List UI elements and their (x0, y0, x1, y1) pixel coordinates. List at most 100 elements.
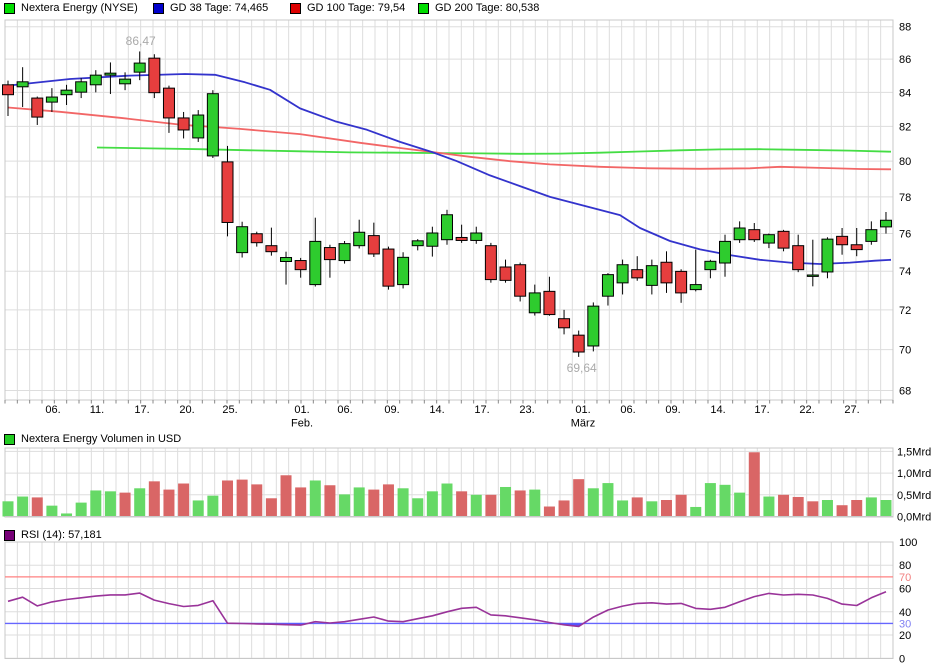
candle (616, 259, 629, 295)
rsi-plot (5, 576, 893, 628)
candle (660, 251, 673, 293)
candle (2, 80, 14, 117)
volume-bar (236, 479, 248, 517)
rsi-legend-swatch (4, 529, 15, 541)
candle (323, 244, 336, 278)
price-legend: Nextera Energy (NYSE) GD 38 Tage: 74,465… (0, 2, 940, 15)
svg-text:88: 88 (899, 22, 911, 34)
volume-bar (178, 483, 190, 517)
volume-bar (75, 502, 87, 517)
x-axis: 06. 11. 17. 20. 25. 01. Feb. 06. 09. 14. 17. 23. 01.… (4, 400, 894, 430)
volume-bar (734, 492, 746, 517)
svg-text:27.: 27. (844, 404, 859, 416)
volume-bar (17, 496, 29, 517)
panel-grids (4, 20, 894, 659)
candle (16, 67, 29, 108)
volume-bar (163, 489, 175, 517)
volume-bar (529, 489, 541, 517)
candle (879, 212, 892, 234)
volume-bar (748, 452, 760, 517)
svg-text:80: 80 (899, 156, 911, 168)
candle (484, 242, 497, 283)
legend-item-gd100: GD 100 Tage: 79,54 (290, 2, 405, 14)
ma-line-gd-38-tage (7, 73, 892, 265)
volume-bar (119, 492, 131, 517)
volume-bar (368, 489, 380, 517)
svg-text:0,0Mrd: 0,0Mrd (897, 512, 931, 524)
svg-text:20.: 20. (179, 404, 194, 416)
volume-bar (104, 491, 116, 517)
volume-bar (617, 500, 629, 517)
svg-text:17.: 17. (474, 404, 489, 416)
volume-bar (514, 490, 526, 517)
rsi-legend: RSI (14): 57,181 (0, 529, 940, 542)
volume-bar (836, 505, 848, 517)
low-annotation: 69,64 (566, 360, 597, 375)
candle (119, 72, 132, 91)
volume-bar (500, 486, 512, 517)
candle (514, 262, 527, 302)
candle (89, 70, 102, 93)
candle (675, 269, 688, 303)
candle (192, 110, 205, 142)
candle (704, 259, 717, 279)
svg-text:68: 68 (899, 386, 911, 398)
candle (353, 219, 366, 249)
volume-bar (295, 487, 307, 517)
gd38-legend-label: GD 38 Tage: 74,465 (170, 2, 269, 14)
legend-item-rsi: RSI (14): 57,181 (4, 529, 102, 541)
volume-bar (851, 500, 863, 517)
volume-bar (470, 494, 482, 517)
candle (499, 259, 512, 283)
candle (719, 234, 732, 277)
volume-bar (690, 506, 702, 517)
volume-bar (558, 500, 570, 517)
volume-bar (660, 500, 672, 517)
rsi-legend-label: RSI (14): 57,181 (21, 529, 102, 541)
svg-text:72: 72 (899, 305, 911, 317)
svg-text:86: 86 (899, 54, 911, 66)
svg-text:100: 100 (899, 537, 917, 549)
svg-text:1,5Mrd: 1,5Mrd (897, 446, 931, 458)
volume-bar (397, 488, 409, 517)
gd100-legend-swatch (290, 2, 301, 14)
volume-bar (207, 495, 219, 517)
candle (162, 85, 175, 133)
candle (543, 276, 556, 316)
ma-line-gd-200-tage (96, 146, 892, 155)
legend-item-instrument: Nextera Energy (NYSE) (4, 2, 138, 14)
volume-bar (763, 496, 775, 517)
candle (177, 111, 190, 139)
volume-bar (675, 494, 687, 517)
svg-text:40: 40 (899, 607, 911, 619)
svg-text:78: 78 (899, 192, 911, 204)
candle (250, 231, 263, 247)
candle (60, 84, 73, 105)
candle (470, 226, 483, 244)
candle (294, 257, 307, 278)
volume-bar (324, 485, 336, 517)
volume-bar (61, 513, 73, 517)
volume-bar (821, 500, 833, 517)
candle (75, 78, 88, 99)
volume-bar (2, 501, 14, 517)
volume-bars (2, 452, 893, 517)
candle (206, 90, 219, 159)
high-annotation: 86,47 (125, 34, 156, 49)
candle (792, 234, 805, 273)
svg-text:70: 70 (899, 572, 911, 584)
svg-text:0: 0 (899, 653, 905, 665)
volume-bar (426, 491, 438, 517)
svg-text:84: 84 (899, 87, 911, 99)
svg-text:06.: 06. (620, 404, 635, 416)
candle (426, 226, 439, 257)
candle (309, 217, 322, 287)
candle (762, 233, 775, 249)
candle (221, 145, 234, 237)
volume-bar (148, 481, 160, 517)
volume-bar (280, 475, 292, 517)
svg-text:09.: 09. (384, 404, 399, 416)
volume-bar (412, 498, 424, 517)
